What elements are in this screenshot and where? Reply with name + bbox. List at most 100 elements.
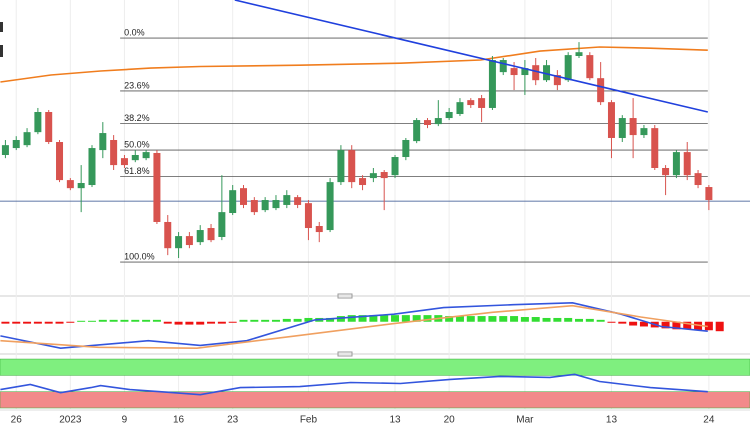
x-tick-label: Feb [300, 415, 318, 426]
candle-body [651, 128, 659, 168]
fib-label: 38.2% [124, 113, 150, 123]
histogram-bar [33, 321, 42, 324]
candle-body [56, 142, 64, 181]
histogram-bar [261, 319, 270, 322]
histogram-bar [239, 319, 248, 322]
histogram-bar [618, 321, 627, 324]
histogram-bar [23, 321, 32, 324]
histogram-bar [401, 315, 410, 322]
histogram-bar [380, 315, 389, 322]
candle-body [261, 200, 269, 211]
candle-body [348, 150, 356, 183]
x-tick-label: 2023 [59, 415, 82, 426]
x-tick-label: 23 [227, 415, 239, 426]
histogram-bar [466, 316, 475, 322]
candle-body [499, 60, 507, 73]
candle-body [575, 52, 583, 56]
candle-body [131, 155, 139, 161]
histogram-bar [131, 319, 140, 322]
macd-line [0, 304, 708, 350]
histogram-bar [629, 321, 638, 326]
candle-body [12, 139, 20, 149]
histogram-bar [196, 321, 205, 325]
histogram-bar [575, 318, 584, 322]
x-tick-label: Mar [516, 415, 534, 426]
trend-line [234, 0, 708, 113]
histogram-bar [704, 321, 713, 331]
histogram-bar [293, 318, 302, 322]
candle-body [683, 152, 691, 176]
candle-body [478, 98, 486, 108]
fib-label: 23.6% [124, 80, 150, 90]
histogram-bar [282, 318, 291, 322]
histogram-bar [683, 321, 692, 330]
histogram-bar [250, 319, 259, 322]
histogram-bar [596, 319, 605, 322]
x-tick-label: 26 [11, 415, 23, 426]
histogram-bar [672, 321, 681, 330]
candle-body [337, 150, 345, 183]
histogram-bar [391, 315, 400, 322]
rsi-band [0, 358, 750, 376]
histogram-bar [228, 321, 237, 323]
histogram-bar [142, 319, 151, 322]
histogram-bar [55, 321, 64, 324]
candle-body [434, 118, 442, 125]
rsi-line [0, 373, 708, 396]
histogram-bar [499, 316, 508, 322]
candle-body [315, 226, 323, 233]
histogram-bar [1, 321, 10, 324]
fib-label: 50.0% [124, 139, 150, 149]
candle-body [77, 183, 85, 189]
histogram-bar [217, 321, 226, 324]
candle-body [196, 230, 204, 243]
candle-body [45, 111, 53, 143]
histogram-bar [477, 316, 486, 322]
candle-body [1, 145, 9, 156]
candle-body [629, 118, 637, 136]
candle-body [380, 172, 388, 179]
candle-body [66, 180, 74, 189]
candle-body [553, 75, 561, 86]
candle-body [369, 173, 377, 179]
candle-body [207, 228, 215, 241]
candle-body [218, 212, 226, 237]
candle-body [510, 68, 518, 76]
candle-body [391, 157, 399, 176]
candle-body [467, 100, 475, 106]
edge-marker [0, 22, 3, 32]
candle-body [413, 120, 421, 142]
fib-label: 100.0% [124, 251, 155, 261]
histogram-bar [326, 317, 335, 322]
histogram-bar [412, 315, 421, 322]
candle-body [142, 152, 150, 159]
resize-handle[interactable] [337, 293, 353, 299]
candle-body [586, 55, 594, 79]
histogram-bar [12, 321, 21, 324]
histogram-bar [488, 316, 497, 322]
candle-body [164, 221, 172, 249]
histogram-bar [455, 316, 464, 322]
histogram-bar [520, 317, 529, 322]
candle-body [488, 60, 496, 108]
candle-body [532, 65, 540, 81]
x-tick-label: 13 [389, 415, 401, 426]
candle-body [445, 111, 453, 119]
candle-body [175, 236, 183, 249]
candle-body [705, 187, 713, 201]
histogram-bar [715, 321, 724, 332]
histogram-bar [661, 321, 670, 329]
histogram-bar [542, 317, 551, 322]
histogram-bar [347, 315, 356, 322]
x-tick-label: 16 [173, 415, 185, 426]
histogram-bar [531, 317, 540, 322]
candle-body [672, 152, 680, 176]
histogram-bar [109, 319, 118, 322]
candle-body [294, 197, 302, 205]
edge-marker [0, 45, 3, 57]
fib-label: 61.8% [124, 166, 150, 176]
resize-handle[interactable] [337, 351, 353, 357]
histogram-bar [174, 321, 183, 325]
rsi-band [0, 391, 750, 409]
